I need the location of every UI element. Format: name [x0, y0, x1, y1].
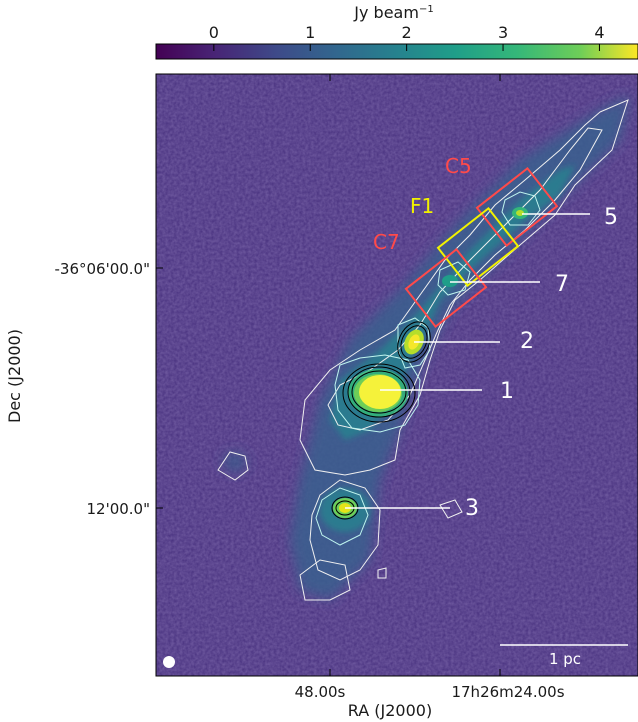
beam-marker — [163, 656, 175, 668]
colorbar-label-exponent: −1 — [419, 4, 434, 15]
source-label-7: 7 — [555, 272, 569, 297]
y-tick-label-dec-top: -36°06'00.0" — [54, 260, 150, 278]
scalebar-label: 1 pc — [549, 650, 581, 668]
colorbar-ticks — [213, 44, 600, 51]
box-label-c7: C7 — [373, 230, 400, 254]
box-label-f1: F1 — [410, 194, 434, 218]
source-label-3: 3 — [465, 496, 479, 521]
map-panel — [156, 74, 638, 676]
x-tick-label-ra-left: 48.00s — [295, 683, 346, 701]
box-label-c5: C5 — [445, 154, 472, 178]
colorbar-label-text: Jy beam — [353, 3, 419, 22]
diffuse-emission — [223, 95, 630, 600]
y-axis-label: Dec (J2000) — [5, 329, 24, 423]
source-label-5: 5 — [604, 205, 618, 230]
colorbar-tick-label: 2 — [402, 23, 412, 42]
source-5-core — [512, 207, 528, 219]
source-label-2: 2 — [520, 329, 534, 354]
source-labels: 12 3 5 7 — [465, 205, 618, 521]
x-tick-label-ra-right: 17h26m24.00s — [451, 683, 564, 701]
colorbar-label: Jy beam−1 — [353, 3, 433, 22]
box-f1 — [436, 206, 520, 288]
x-axis-label: RA (J2000) — [348, 701, 432, 720]
box-c7 — [404, 247, 488, 329]
plot-frame — [155, 73, 638, 677]
box-c5 — [475, 166, 559, 248]
colorbar-tick-label: 3 — [498, 23, 508, 42]
colorbar — [155, 43, 638, 60]
y-tick-label-dec-bottom: 12'00.0" — [86, 500, 150, 518]
colorbar-tick-label: 0 — [209, 23, 219, 42]
colorbar-tick-label: 1 — [305, 23, 315, 42]
axis-ticks — [156, 74, 501, 676]
source-1-core — [342, 363, 416, 423]
colorbar-tick-labels: 0 1 2 3 4 — [209, 23, 605, 42]
source-pointers — [345, 213, 590, 509]
inner-contours — [315, 191, 541, 546]
source-7-core — [442, 275, 458, 287]
colorbar-tick-label: 4 — [594, 23, 604, 42]
source-label-1: 1 — [500, 379, 514, 404]
